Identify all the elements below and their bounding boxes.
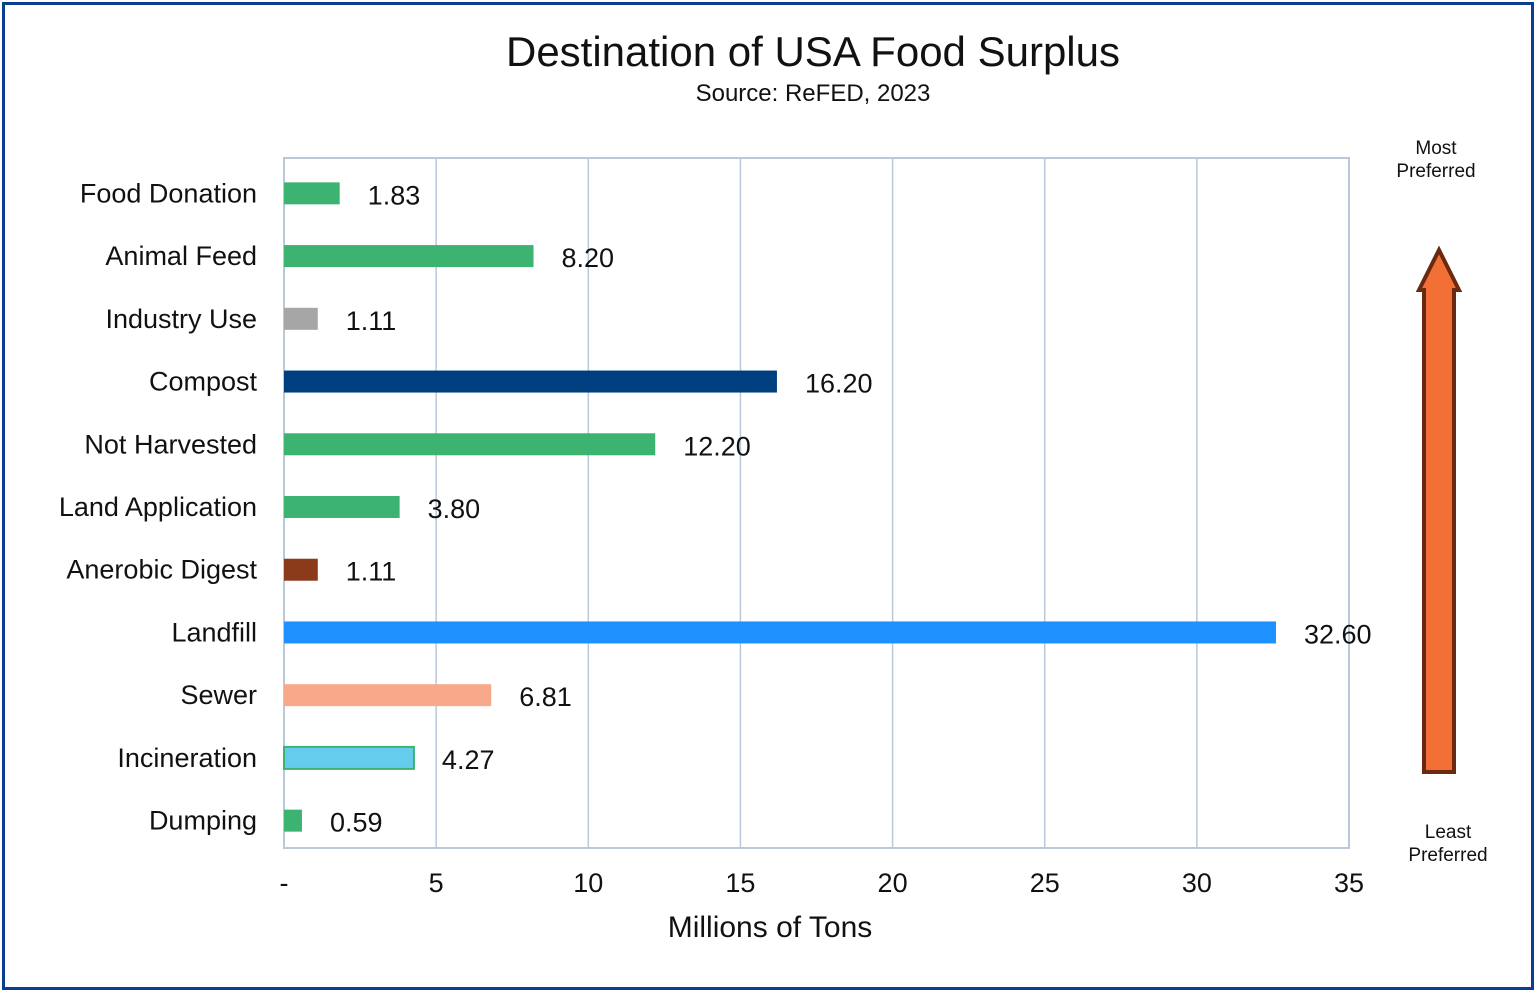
most-label-line2: Preferred <box>1396 161 1475 182</box>
data-label: 1.11 <box>346 306 397 336</box>
bar <box>284 370 777 393</box>
chart-subtitle: Source: ReFED, 2023 <box>696 80 931 107</box>
category-labels: Food Donation Animal Feed Industry Use Comp… <box>59 178 258 835</box>
x-tick-label: 35 <box>1334 868 1364 898</box>
x-tick-label: 15 <box>725 868 755 898</box>
category-label: Anerobic Digest <box>66 555 257 585</box>
data-label: 4.27 <box>442 745 495 775</box>
x-tick-label: 30 <box>1182 868 1212 898</box>
data-label: 1.11 <box>346 557 397 587</box>
data-label: 1.83 <box>368 180 421 210</box>
data-label: 16.20 <box>805 369 873 399</box>
category-label: Animal Feed <box>105 241 257 271</box>
category-label: Land Application <box>59 492 257 522</box>
most-label-line1: Most <box>1415 138 1457 159</box>
preference-arrow-icon <box>1415 245 1463 774</box>
data-label: 6.81 <box>519 682 572 712</box>
category-label: Not Harvested <box>84 429 257 459</box>
data-label: 32.60 <box>1304 619 1372 649</box>
bar <box>284 433 656 456</box>
bar <box>284 558 318 581</box>
bar <box>284 245 534 268</box>
category-label: Landfill <box>171 617 257 647</box>
category-label: Sewer <box>180 680 257 710</box>
least-label-line1: Least <box>1425 822 1472 843</box>
x-tick-labels: - 5 10 15 20 25 30 35 <box>280 868 1365 898</box>
value-labels: 1.83 8.20 1.11 16.20 12.20 3.80 1.11 32.60 6.81 4… <box>330 180 1372 837</box>
x-axis-label: Millions of Tons <box>668 911 873 944</box>
bar <box>284 182 340 205</box>
x-tick-label: 10 <box>573 868 603 898</box>
data-label: 8.20 <box>562 243 615 273</box>
chart-title: Destination of USA Food Surplus <box>506 28 1120 75</box>
x-tick-label: 25 <box>1030 868 1060 898</box>
bars <box>283 182 1276 832</box>
bar <box>283 745 415 770</box>
bar <box>284 809 302 832</box>
bar <box>284 684 492 707</box>
category-label: Dumping <box>149 806 257 836</box>
gridlines <box>435 158 1198 848</box>
x-tick-label: - <box>280 868 289 898</box>
bar <box>284 621 1276 644</box>
category-label: Food Donation <box>80 178 257 208</box>
bar <box>284 307 318 330</box>
data-label: 0.59 <box>330 808 383 838</box>
x-tick-label: 20 <box>878 868 908 898</box>
category-label: Incineration <box>117 743 257 773</box>
bar <box>284 496 400 518</box>
category-label: Compost <box>149 367 258 397</box>
x-tick-label: 5 <box>429 868 444 898</box>
data-label: 3.80 <box>428 494 481 524</box>
least-label-line2: Preferred <box>1408 845 1487 866</box>
data-label: 12.20 <box>683 431 751 461</box>
category-label: Industry Use <box>105 304 257 334</box>
